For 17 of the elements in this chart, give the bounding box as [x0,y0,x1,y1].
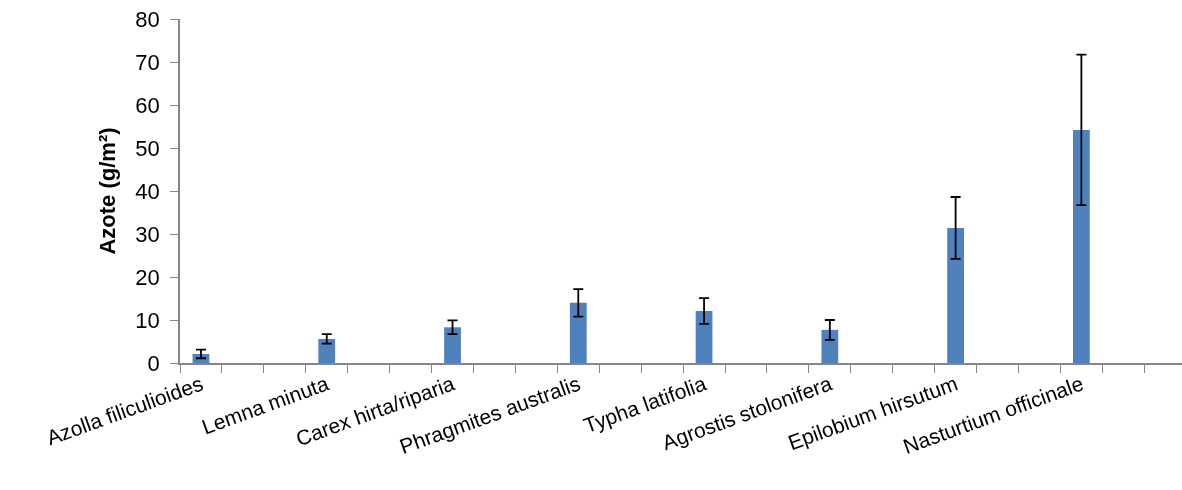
y-tick-label: 60 [135,92,160,118]
bar [444,327,461,363]
y-tick-label: 80 [135,6,160,32]
bar [318,338,336,363]
y-tick-label: 40 [135,178,160,204]
bar [569,302,587,363]
bar [821,329,839,363]
bar [1073,129,1090,363]
y-tick-label: 50 [135,135,160,161]
y-tick-label: 70 [135,49,160,75]
y-tick-label: 10 [135,307,160,333]
y-tick-label: 20 [135,264,160,290]
y-tick-label: 0 [147,350,160,376]
bar [947,227,964,363]
y-axis-title: Azote (g/m²) [94,127,120,255]
bar [695,310,713,363]
y-tick-label: 30 [135,221,160,247]
